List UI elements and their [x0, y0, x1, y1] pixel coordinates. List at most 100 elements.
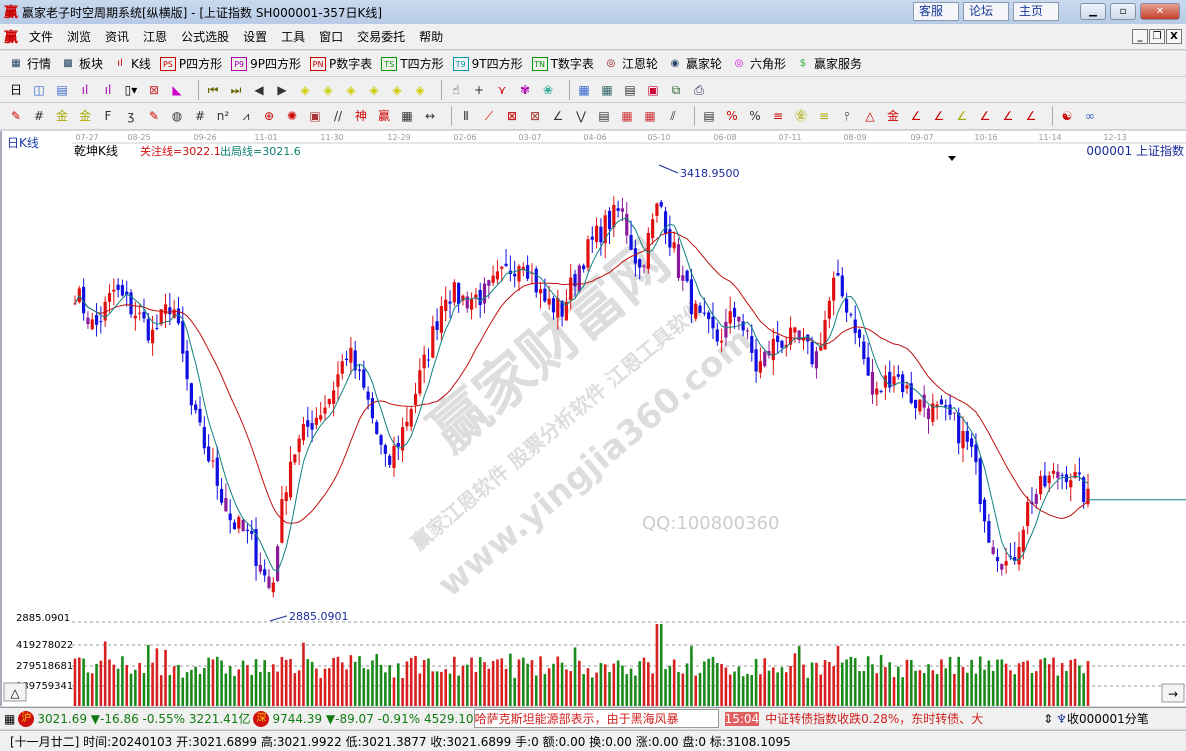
gold-red-icon[interactable]: 金: [886, 109, 899, 123]
square-icon[interactable]: n²: [216, 109, 230, 123]
period-select-icon[interactable]: 日▾: [9, 82, 22, 113]
toolbar-t9-button[interactable]: T9 9T四方形: [452, 55, 523, 72]
zoom-in-icon[interactable]: ◈: [346, 82, 356, 97]
grid-3-icon[interactable]: ▦: [644, 109, 656, 123]
triangle-icon[interactable]: △: [865, 109, 875, 123]
grid-2-icon[interactable]: ▦: [621, 109, 633, 123]
menu-trade[interactable]: 交易委托: [357, 30, 406, 44]
menu-window[interactable]: 窗口: [319, 30, 344, 44]
left-arrow-icon[interactable]: ◈: [300, 82, 310, 97]
star-icon[interactable]: ✺: [286, 109, 298, 123]
last-icon[interactable]: ⏭: [230, 82, 242, 97]
toolbar-kline-icon-button[interactable]: ıl K线: [112, 55, 151, 72]
overlay-icon[interactable]: ◫: [33, 82, 45, 97]
hand-icon[interactable]: ☝: [452, 82, 460, 97]
calculator-icon[interactable]: ▦: [601, 82, 613, 97]
four-angle-icon[interactable]: ∠: [1025, 109, 1037, 123]
toolbar-p9-button[interactable]: P9 9P四方形: [231, 55, 301, 72]
toolbar-ts-button[interactable]: TS T四方形: [381, 55, 444, 72]
save-icon[interactable]: ▣: [647, 82, 659, 97]
link-service[interactable]: 客服: [913, 2, 959, 21]
menu-info[interactable]: 资讯: [105, 30, 130, 44]
bracket-icon[interactable]: Ⅱ: [463, 109, 469, 123]
gold-angle-icon[interactable]: ∠: [956, 109, 968, 123]
box-icon[interactable]: ▣: [309, 109, 321, 123]
cross-icon[interactable]: ⊠: [148, 82, 160, 97]
percent-icon[interactable]: %: [749, 109, 761, 123]
prev-icon[interactable]: ◀: [254, 82, 264, 97]
gold-2-icon[interactable]: 金: [78, 109, 91, 123]
link-home[interactable]: 主页: [1013, 2, 1059, 21]
link-forum[interactable]: 论坛: [963, 2, 1009, 21]
scroll-spinner[interactable]: ⇕: [1043, 711, 1054, 726]
angle-icon[interactable]: ⩘: [242, 109, 250, 123]
mdi-minimize-button[interactable]: _: [1132, 29, 1148, 44]
rows-icon[interactable]: ▤: [598, 109, 610, 123]
infinity-icon[interactable]: ∞: [1085, 109, 1095, 123]
slashes-icon[interactable]: ⫽: [670, 109, 676, 123]
chart-canvas[interactable]: 07-27 08-25 09-26 11-01 11-30 12-29 02-06 03-07…: [2, 131, 1186, 706]
mdi-close-button[interactable]: X: [1166, 29, 1182, 44]
fan-grid-icon[interactable]: ⊠: [529, 109, 541, 123]
angle-2-icon[interactable]: ∠: [552, 109, 564, 123]
toolbar-grid-icon-button[interactable]: ▦ 行情: [8, 55, 51, 72]
news-ticker-2[interactable]: 中证转债指数收跌0.28%，东时转债、大: [765, 712, 984, 726]
flag-icon[interactable]: ◣: [172, 82, 182, 97]
fan-icon[interactable]: ⟋: [484, 109, 494, 123]
calendar-icon[interactable]: ▦: [578, 82, 590, 97]
winner-icon[interactable]: 赢: [377, 109, 390, 123]
winner-angle-icon[interactable]: ∠: [1002, 109, 1014, 123]
fib-icon[interactable]: F: [104, 109, 112, 123]
target-icon[interactable]: ⊕: [263, 109, 275, 123]
news-ticker-1[interactable]: 哈萨克斯坦能源部表示，由于黑海风暴: [473, 709, 719, 728]
indicator-3-icon[interactable]: ıl: [81, 82, 89, 97]
move-up-icon[interactable]: ◈: [392, 82, 402, 97]
next-icon[interactable]: ▶: [277, 82, 287, 97]
network-icon[interactable]: ⧉: [671, 82, 681, 97]
line-draw-icon[interactable]: ⋎: [497, 82, 507, 97]
minimize-button[interactable]: ▁: [1080, 3, 1106, 20]
gold-lines-icon[interactable]: ≡: [818, 109, 830, 123]
report-icon[interactable]: ▤: [624, 82, 636, 97]
maximize-button[interactable]: ▫: [1110, 3, 1136, 20]
menu-settings[interactable]: 设置: [243, 30, 268, 44]
bars-icon[interactable]: ▤: [703, 109, 715, 123]
spiral-icon[interactable]: ʒ: [127, 109, 135, 123]
indicator-9-icon[interactable]: ıl: [104, 82, 112, 97]
quote-table-icon[interactable]: ▦: [4, 711, 16, 726]
gold-circle-icon[interactable]: ㊎: [794, 109, 807, 123]
cycle-icon[interactable]: ❀: [542, 82, 554, 97]
close-button[interactable]: ✕: [1140, 3, 1180, 20]
pen-2-icon[interactable]: ✎: [148, 109, 160, 123]
width-icon[interactable]: ↔: [424, 109, 436, 123]
god-icon[interactable]: 神: [354, 109, 367, 123]
pattern-icon[interactable]: ✾: [519, 82, 531, 97]
lines-icon[interactable]: //: [333, 109, 343, 123]
menu-tools[interactable]: 工具: [281, 30, 306, 44]
crosshair-icon[interactable]: +: [473, 82, 485, 97]
menu-help[interactable]: 帮助: [419, 30, 444, 44]
table-icon[interactable]: ▦: [401, 109, 413, 123]
grid-icon[interactable]: #: [194, 109, 206, 123]
toolbar-winner-wheel-icon-button[interactable]: ◉ 赢家轮: [667, 55, 722, 72]
kline-chart[interactable]: 07-27 08-25 09-26 11-01 11-30 12-29 02-06 03-07…: [0, 131, 1186, 706]
j-angle-icon[interactable]: ∠: [910, 109, 922, 123]
taiji-icon[interactable]: ☯: [1061, 109, 1073, 123]
parallel-icon[interactable]: #: [33, 109, 45, 123]
print-icon[interactable]: ⎙: [694, 82, 704, 97]
zoom-out-icon[interactable]: ◈: [369, 82, 379, 97]
right-arrow-icon[interactable]: ◈: [323, 82, 333, 97]
gold-1-icon[interactable]: 金: [55, 109, 68, 123]
fan-box-icon[interactable]: ⊠: [506, 109, 518, 123]
menu-browse[interactable]: 浏览: [67, 30, 92, 44]
list-icon[interactable]: ▤: [56, 82, 68, 97]
toolbar-tn-button[interactable]: TN T数字表: [531, 55, 594, 72]
pen-icon[interactable]: ✎: [10, 109, 22, 123]
pct-fan-icon[interactable]: %: [726, 109, 738, 123]
menu-gann[interactable]: 江恩: [143, 30, 168, 44]
menu-formula[interactable]: 公式选股: [181, 30, 230, 44]
toolbar-hexagon-icon-button[interactable]: ◎ 六角形: [731, 55, 786, 72]
toolbar-blocks-icon-button[interactable]: ▩ 板块: [60, 55, 103, 72]
toolbar-dollar-icon-button[interactable]: $ 赢家服务: [795, 55, 862, 72]
f-angle-icon[interactable]: ∠: [933, 109, 945, 123]
